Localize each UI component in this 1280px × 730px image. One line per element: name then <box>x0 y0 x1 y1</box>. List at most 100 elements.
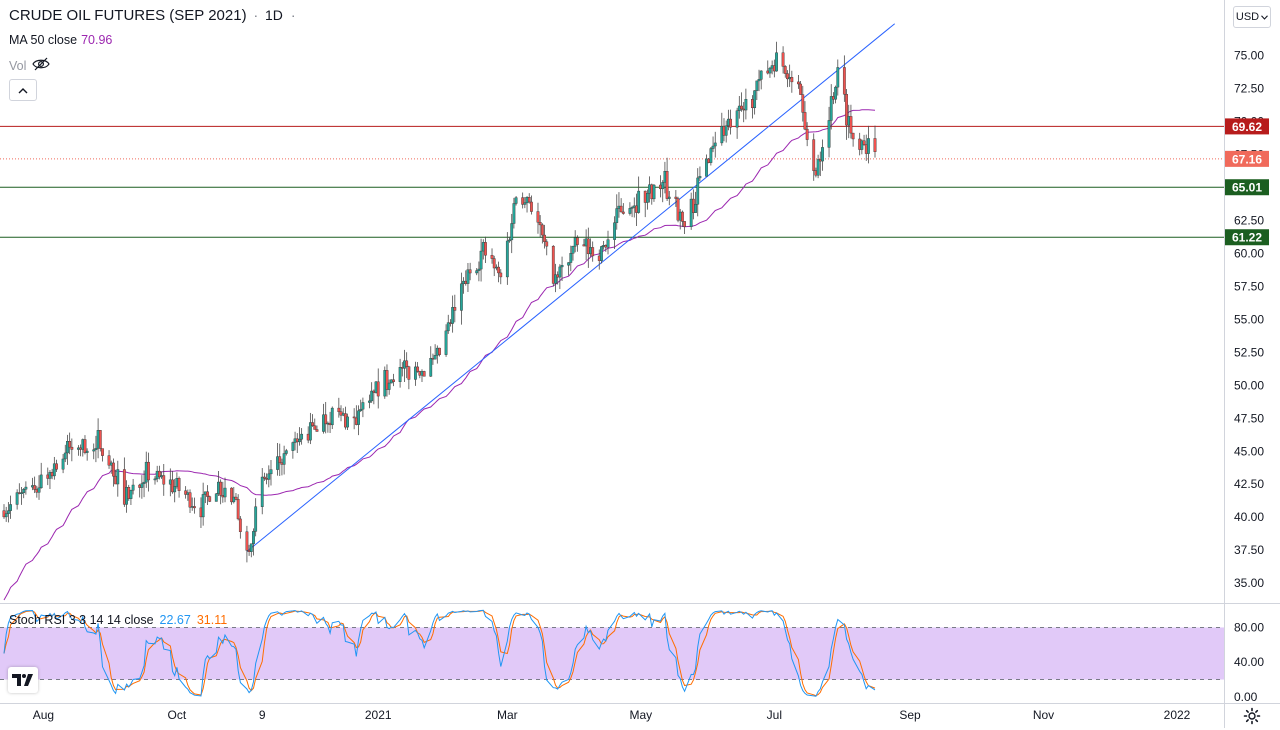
candle-body-up <box>696 177 700 205</box>
candle-body-down <box>453 307 457 311</box>
candle <box>20 486 23 505</box>
candle <box>615 194 619 230</box>
time-axis-tick: Oct <box>168 708 187 722</box>
candle-body-down <box>540 224 544 236</box>
candle-body-down <box>313 425 317 430</box>
candle <box>92 443 96 460</box>
vol-legend[interactable]: Vol <box>9 57 51 74</box>
candle-body-up <box>475 270 479 274</box>
candle <box>142 470 146 498</box>
price-label-resistance: 69.62 <box>1225 118 1269 135</box>
timeframe-label[interactable]: 1D <box>265 7 283 23</box>
currency-selector[interactable]: USD <box>1233 6 1271 28</box>
candle-body-up <box>569 253 573 263</box>
candle-body-down <box>729 118 732 128</box>
candle-body-down <box>238 518 242 532</box>
eye-crossed-icon[interactable] <box>32 57 51 74</box>
ma-value: 70.96 <box>81 33 113 47</box>
candle <box>85 448 89 461</box>
candle <box>681 210 684 227</box>
candle-body-down <box>786 73 789 80</box>
price-label-last: 67.16 <box>1225 150 1269 167</box>
candle <box>129 489 133 506</box>
candle-body-down <box>245 531 249 551</box>
candle <box>849 104 853 139</box>
candle-body-up <box>514 197 518 204</box>
candle-body-up <box>558 266 562 278</box>
candle <box>753 90 757 115</box>
candle <box>324 401 328 434</box>
candle <box>140 475 144 499</box>
symbol-legend[interactable]: CRUDE OIL FUTURES (SEP 2021) · 1D · <box>9 7 295 24</box>
candle-body-up <box>92 449 96 452</box>
candle-body-down <box>536 211 540 223</box>
price-axis-tick: 52.50 <box>1234 345 1264 359</box>
candle-body-down <box>311 422 314 426</box>
candle-body-up <box>429 358 433 377</box>
candle-body-up <box>201 494 205 518</box>
candle-body-up <box>755 80 759 91</box>
candle <box>829 84 833 130</box>
candle-body-up <box>37 487 41 493</box>
candle-body-up <box>276 456 279 470</box>
candle-body-up <box>735 110 739 128</box>
candle-body-down <box>33 485 37 490</box>
candle-body-up <box>567 262 571 266</box>
candle <box>269 459 273 486</box>
candle-body-up <box>615 208 619 223</box>
candle-body-down <box>781 52 785 67</box>
candle <box>799 80 802 95</box>
ma-legend[interactable]: MA 50 close 70.96 <box>9 33 112 47</box>
candle-body-up <box>867 138 870 154</box>
candle <box>98 430 102 452</box>
stoch-axis[interactable]: 80.00 40.00 0.00 <box>1234 620 1264 703</box>
price-axis-tick: 35.00 <box>1234 576 1264 590</box>
candle <box>801 85 805 122</box>
candle-body-up <box>816 159 820 176</box>
candle <box>600 245 603 264</box>
candle <box>63 444 67 463</box>
candle <box>385 364 389 397</box>
gear-icon[interactable] <box>1243 707 1261 730</box>
vol-label: Vol <box>9 58 27 73</box>
time-axis[interactable]: Aug Oct 9 2021 Mar May Jul Sep Nov 2022 <box>33 708 1191 722</box>
candle <box>245 525 249 563</box>
candle <box>805 122 809 147</box>
stoch-legend[interactable]: Stoch RSI 3 3 14 14 close 22.67 31.11 <box>9 613 227 627</box>
candle-body-down <box>575 237 579 245</box>
candle-body-up <box>775 52 778 72</box>
candle-body-up <box>129 490 133 499</box>
candle-body-up <box>836 67 840 88</box>
symbol-title[interactable]: CRUDE OIL FUTURES (SEP 2021) <box>9 7 247 24</box>
ma-label: MA 50 close <box>9 33 78 47</box>
candle <box>276 442 279 476</box>
candle <box>786 70 789 88</box>
collapse-legend-button[interactable] <box>9 79 37 101</box>
candle-body-down <box>385 370 389 390</box>
candle <box>713 131 717 158</box>
candle-body-down <box>352 416 356 419</box>
candle <box>523 197 527 209</box>
candle <box>842 55 846 102</box>
candle-body-up <box>300 433 304 440</box>
tradingview-logo[interactable] <box>8 667 38 693</box>
candle-body-up <box>560 265 564 268</box>
candle-body-up <box>330 407 334 426</box>
candle-body-up <box>387 382 391 390</box>
candle <box>263 472 266 481</box>
chevron-down-icon <box>1261 14 1269 20</box>
candle-body-down <box>405 360 409 367</box>
candle <box>107 450 111 469</box>
candle-body-up <box>308 422 312 441</box>
candle-body-down <box>799 83 802 95</box>
legend-separator: · <box>253 7 259 23</box>
stoch-axis-tick: 80.00 <box>1234 620 1264 634</box>
candle-body-down <box>416 366 420 372</box>
candle-body-up <box>359 408 363 412</box>
candle <box>6 502 10 523</box>
candle <box>569 245 573 272</box>
candle <box>249 543 253 558</box>
price-label-text: 61.22 <box>1232 231 1262 245</box>
time-axis-tick: 2022 <box>1164 708 1191 722</box>
